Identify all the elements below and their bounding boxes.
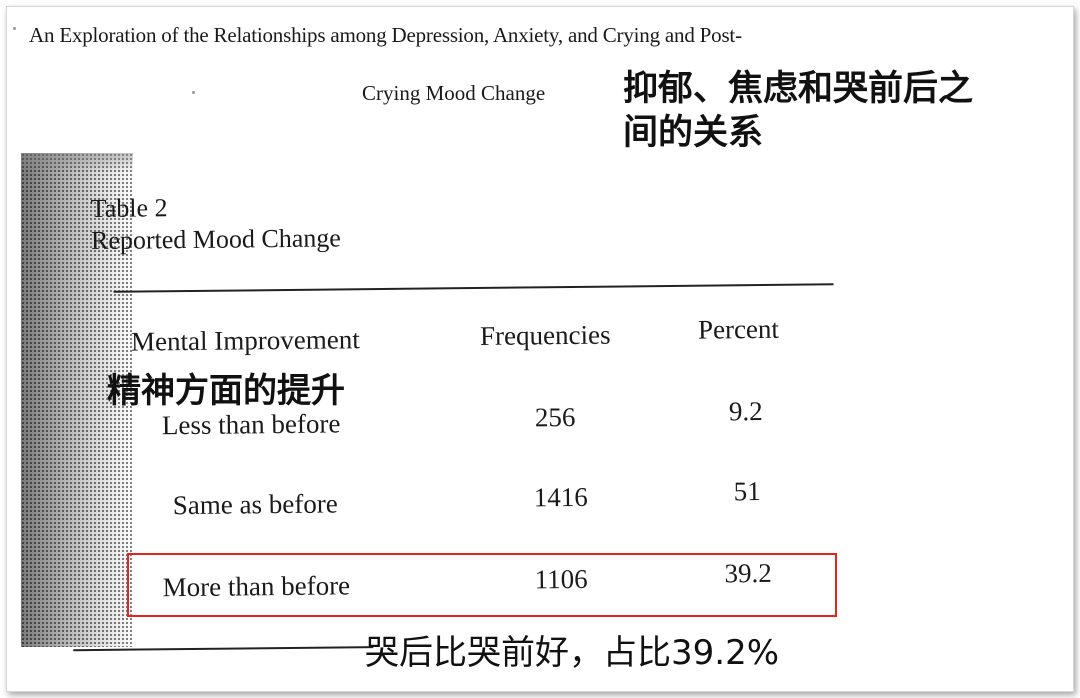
column-header-frequencies: Frequencies	[479, 319, 611, 351]
annotation-heading-line-1: 抑郁、焦虑和哭前后之	[623, 69, 974, 109]
row-percent-same: 51	[733, 476, 761, 507]
paper-subtitle: Crying Mood Change	[362, 81, 546, 105]
annotation-mental-cn: 精神方面的提升	[107, 371, 345, 411]
table-caption: Table 2 Reported Mood Change	[91, 190, 342, 257]
scan-edge-shadow	[21, 153, 133, 647]
row-frequency-same: 1416	[533, 481, 588, 513]
column-header-mental-improvement: Mental Improvement	[130, 324, 360, 357]
annotation-note-cn: 哭后比哭前好，占比39.2%	[365, 633, 780, 673]
scan-speck	[192, 91, 195, 94]
scan-edge-shadow-top	[21, 153, 133, 173]
annotation-heading-line-2: 间的关系	[623, 113, 764, 153]
highlight-box-more-than-before	[127, 553, 837, 617]
table-title: Reported Mood Change	[90, 223, 342, 256]
column-header-percent: Percent	[697, 313, 780, 345]
paper-title: An Exploration of the Relationships amon…	[29, 23, 742, 47]
annotation-heading-cn: 抑郁、焦虑和哭前后之 间的关系	[623, 67, 973, 155]
table-label: Table 2	[90, 193, 168, 224]
row-frequency-less: 256	[534, 401, 576, 433]
row-label-same: Same as before	[172, 488, 338, 521]
table-top-rule	[113, 283, 834, 293]
row-label-less: Less than before	[161, 408, 341, 441]
table-bottom-rule	[73, 646, 374, 652]
row-percent-less: 9.2	[728, 396, 763, 427]
document-page: An Exploration of the Relationships amon…	[6, 6, 1074, 692]
scan-speck	[13, 27, 16, 30]
